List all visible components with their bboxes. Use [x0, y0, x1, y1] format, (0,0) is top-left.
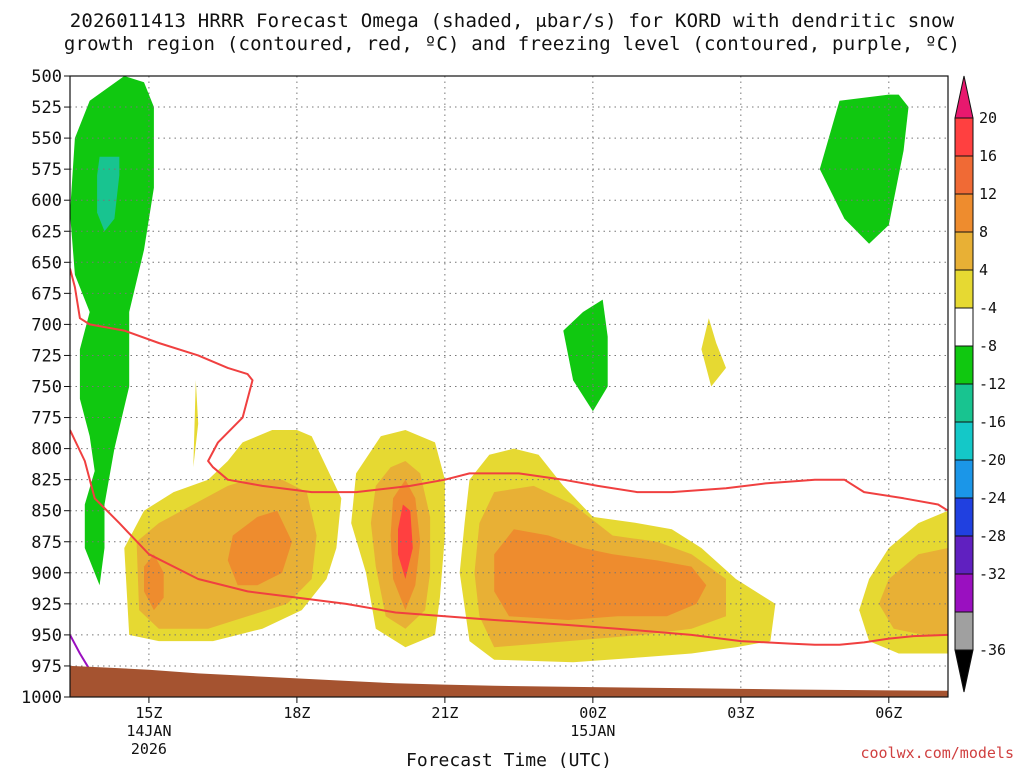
y-tick-label: 825 [31, 471, 62, 491]
omega-region--4-0 [70, 76, 154, 586]
colorbar-label: -36 [979, 641, 1006, 659]
colorbar-label: -12 [979, 375, 1006, 393]
x-tick-label: 00Z [579, 704, 606, 722]
colorbar-label: -28 [979, 527, 1006, 545]
omega-region-4-8 [193, 380, 199, 468]
colorbar-label: 12 [979, 185, 997, 203]
dendritic-contour-line-1 [70, 429, 948, 646]
y-tick-label: 650 [31, 253, 62, 273]
colorbar-segment [954, 269, 974, 309]
colorbar-segment [954, 231, 974, 271]
colorbar-segment [954, 421, 974, 461]
y-tick-label: 550 [31, 129, 62, 149]
freezing-level-line-0 [70, 634, 91, 671]
colorbar-label: -24 [979, 489, 1006, 507]
colorbar-label: 4 [979, 261, 988, 279]
x-tick-label: 06Z [875, 704, 902, 722]
y-tick-label: 525 [31, 98, 62, 118]
colorbar-label: 20 [979, 109, 997, 127]
omega-region-16-18 [398, 504, 413, 579]
colorbar-segment [954, 345, 974, 385]
y-tick-label: 575 [31, 160, 62, 180]
y-tick-label: 800 [31, 440, 62, 460]
chart-title-line-1: 2026011413 HRRR Forecast Omega (shaded, … [69, 10, 955, 32]
x-tick-year-label: 2026 [131, 740, 167, 758]
colorbar-top-arrow [954, 75, 974, 119]
colorbar-segment [954, 307, 974, 347]
x-tick-date-label: 15JAN [570, 722, 615, 740]
colorbar-segment [954, 117, 974, 157]
y-tick-label: 1000 [21, 688, 62, 708]
x-tick-label: 18Z [283, 704, 310, 722]
y-tick-label: 700 [31, 315, 62, 335]
omega-region-8-13 [878, 548, 948, 635]
omega-region-12-15 [227, 510, 292, 586]
colorbar-label: 8 [979, 223, 988, 241]
y-tick-label: 500 [31, 67, 62, 87]
omega-region-12-17 [494, 529, 707, 620]
x-tick-label: 03Z [727, 704, 754, 722]
x-tick-date-label: 14JAN [126, 722, 171, 740]
colorbar-segment [954, 497, 974, 537]
y-tick-label: 725 [31, 346, 62, 366]
colorbar-segment [954, 611, 974, 651]
chart-title-line-2: growth region (contoured, red, ºC) and f… [63, 33, 961, 55]
terrain-ground [70, 665, 948, 697]
colorbar-bottom-arrow [954, 649, 974, 693]
omega-region-12-14 [144, 554, 164, 611]
colorbar-label: -20 [979, 451, 1006, 469]
y-tick-label: 850 [31, 502, 62, 522]
y-tick-label: 950 [31, 626, 62, 646]
omega-region--8-1 [97, 156, 120, 232]
y-tick-label: 875 [31, 533, 62, 553]
y-tick-label: 925 [31, 595, 62, 615]
colorbar-label: 16 [979, 147, 997, 165]
omega-region--4-2 [819, 94, 909, 244]
y-tick-label: 975 [31, 657, 62, 677]
colorbar-label: -16 [979, 413, 1006, 431]
y-tick-label: 600 [31, 191, 62, 211]
y-tick-label: 900 [31, 564, 62, 584]
colorbar-segment [954, 383, 974, 423]
x-tick-label: 21Z [431, 704, 458, 722]
x-tick-label: 15Z [135, 704, 162, 722]
omega-region--4-3 [563, 299, 608, 412]
colorbar-segment [954, 459, 974, 499]
colorbar-label: -4 [979, 299, 997, 317]
colorbar-segment [954, 155, 974, 195]
omega-region-4-9 [701, 318, 726, 387]
watermark: coolwx.com/models [860, 744, 1014, 762]
colorbar-label: -8 [979, 337, 997, 355]
colorbar-segment [954, 193, 974, 233]
y-tick-label: 750 [31, 378, 62, 398]
y-tick-label: 775 [31, 409, 62, 429]
dendritic-contour-line-0 [70, 268, 948, 512]
x-axis-title: Forecast Time (UTC) [406, 750, 612, 768]
y-tick-label: 625 [31, 222, 62, 242]
colorbar-segment [954, 535, 974, 575]
colorbar-label: -32 [979, 565, 1006, 583]
y-tick-label: 675 [31, 284, 62, 304]
colorbar-segment [954, 573, 974, 613]
